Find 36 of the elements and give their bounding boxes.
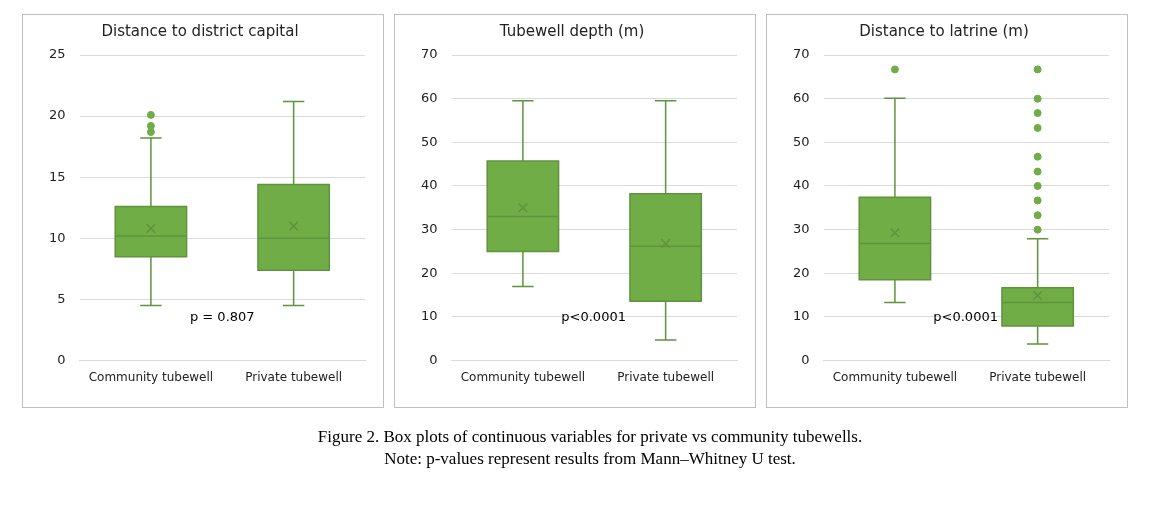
x-tick-label: Private tubewell (245, 369, 343, 384)
annotation: p<0.0001 (933, 309, 998, 325)
y-tick-label: 20 (49, 107, 66, 123)
annotation: p<0.0001 (561, 309, 626, 325)
y-tick-label: 50 (793, 133, 810, 149)
y-tick-label: 25 (49, 46, 66, 62)
y-tick-label: 70 (793, 46, 810, 62)
annotation: p = 0.807 (189, 309, 255, 325)
y-tick-label: 20 (793, 264, 810, 280)
chart-title: Distance to district capital (101, 21, 299, 40)
x-tick-label: Private tubewell (989, 369, 1087, 384)
y-tick-label: 0 (801, 351, 810, 367)
caption: Figure 2. Box plots of continuous variables for private vs community tubewells. (316, 426, 864, 448)
y-tick-label: 0 (429, 351, 438, 367)
x-tick-label: Community tubewell (460, 369, 586, 384)
y-tick-label: 30 (793, 221, 810, 236)
y-tick-label: 60 (793, 90, 810, 106)
y-tick-label: 20 (421, 264, 438, 280)
y-tick-label: 10 (793, 308, 810, 324)
y-tick-label: 15 (49, 168, 66, 184)
x-tick-label: Community tubewell (832, 369, 958, 384)
y-tick-label: 40 (793, 177, 810, 193)
x-tick-label: Community tubewell (88, 369, 214, 384)
x-tick-label: Private tubewell (617, 369, 715, 384)
y-tick-label: 30 (421, 221, 438, 236)
y-tick-label: 60 (421, 90, 438, 106)
y-tick-label: 5 (57, 290, 66, 306)
y-tick-label: 10 (49, 229, 66, 245)
chart-title: Distance to latrine (m) (859, 21, 1029, 40)
chart-title: Tubewell depth (m) (498, 21, 645, 40)
y-tick-label: 10 (421, 308, 438, 324)
text: Note: p-values represent results from Mann–Whitney U test. (383, 448, 797, 470)
y-tick-label: 40 (421, 177, 438, 193)
y-tick-label: 50 (421, 133, 438, 149)
y-tick-label: 70 (421, 46, 438, 62)
y-tick-label: 0 (57, 351, 66, 367)
